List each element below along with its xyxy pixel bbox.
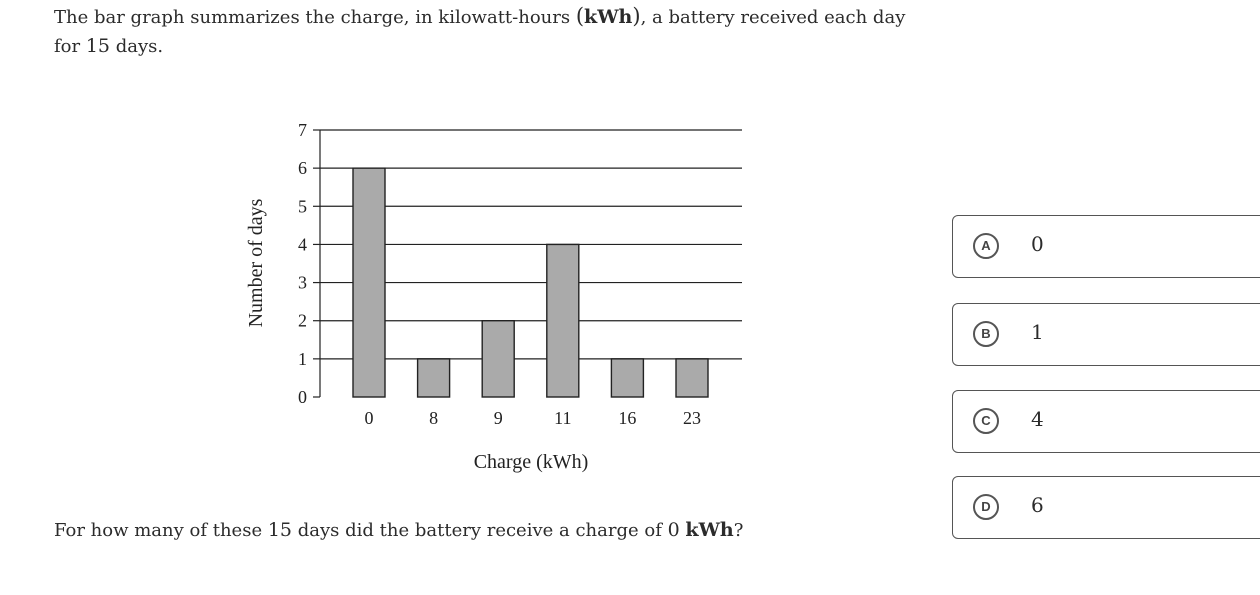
choice-c[interactable]: C 4	[952, 390, 1260, 453]
choice-a[interactable]: A 0	[952, 215, 1260, 278]
y-axis-title: Number of days	[245, 198, 267, 327]
x-tick-label: 16	[618, 408, 636, 428]
intro-part1: The bar graph summarizes the charge, in …	[54, 7, 576, 28]
question-unit: kWh	[685, 519, 734, 541]
question-days: 15	[267, 519, 293, 541]
choice-c-letter: C	[973, 408, 999, 434]
choice-d-letter: D	[973, 494, 999, 520]
question-part3: ?	[733, 520, 744, 541]
intro-part4: days.	[110, 36, 164, 57]
question-part1: For how many of these	[54, 520, 268, 541]
bar-23	[675, 358, 709, 398]
intro-paren-open: (	[575, 4, 585, 28]
y-tick-label: 3	[298, 273, 307, 293]
y-tick-label: 2	[298, 311, 307, 331]
intro-unit: kWh	[584, 6, 633, 28]
x-tick-label: 0	[365, 408, 374, 428]
choice-b[interactable]: B 1	[952, 303, 1260, 366]
intro-part3: for	[54, 36, 86, 57]
y-tick-label: 7	[298, 120, 307, 140]
y-tick-label: 1	[298, 349, 307, 369]
intro-part2: , a battery received each day	[640, 7, 906, 28]
choice-c-value: 4	[1031, 407, 1044, 431]
choice-d[interactable]: D 6	[952, 476, 1260, 539]
question-part2: days did the battery receive a charge of	[292, 520, 668, 541]
x-tick-label: 23	[683, 408, 701, 428]
bar-8	[416, 358, 451, 398]
bar-9	[481, 320, 515, 398]
choice-d-value: 6	[1031, 493, 1044, 517]
choice-a-letter: A	[973, 233, 999, 259]
choice-a-value: 0	[1031, 232, 1044, 256]
x-tick-label: 8	[429, 408, 438, 428]
question-charge: 0	[667, 519, 680, 541]
y-tick-label: 5	[298, 196, 307, 216]
question-text: For how many of these 15 days did the ba…	[54, 515, 914, 546]
x-tick-label: 11	[554, 408, 571, 428]
bar-11	[546, 243, 580, 398]
bar-16	[610, 358, 645, 398]
y-tick-label: 0	[298, 387, 307, 407]
y-tick-label: 4	[298, 234, 307, 254]
intro-paren-close: )	[632, 4, 641, 28]
choice-b-value: 1	[1031, 320, 1044, 344]
x-axis-title: Charge (kWh)	[474, 451, 589, 473]
choice-b-letter: B	[973, 321, 999, 347]
bar-0	[352, 167, 386, 398]
intro-days: 15	[85, 35, 111, 57]
x-tick-label: 9	[494, 408, 503, 428]
y-tick-label: 6	[298, 158, 307, 178]
intro-text: The bar graph summarizes the charge, in …	[54, 2, 954, 61]
